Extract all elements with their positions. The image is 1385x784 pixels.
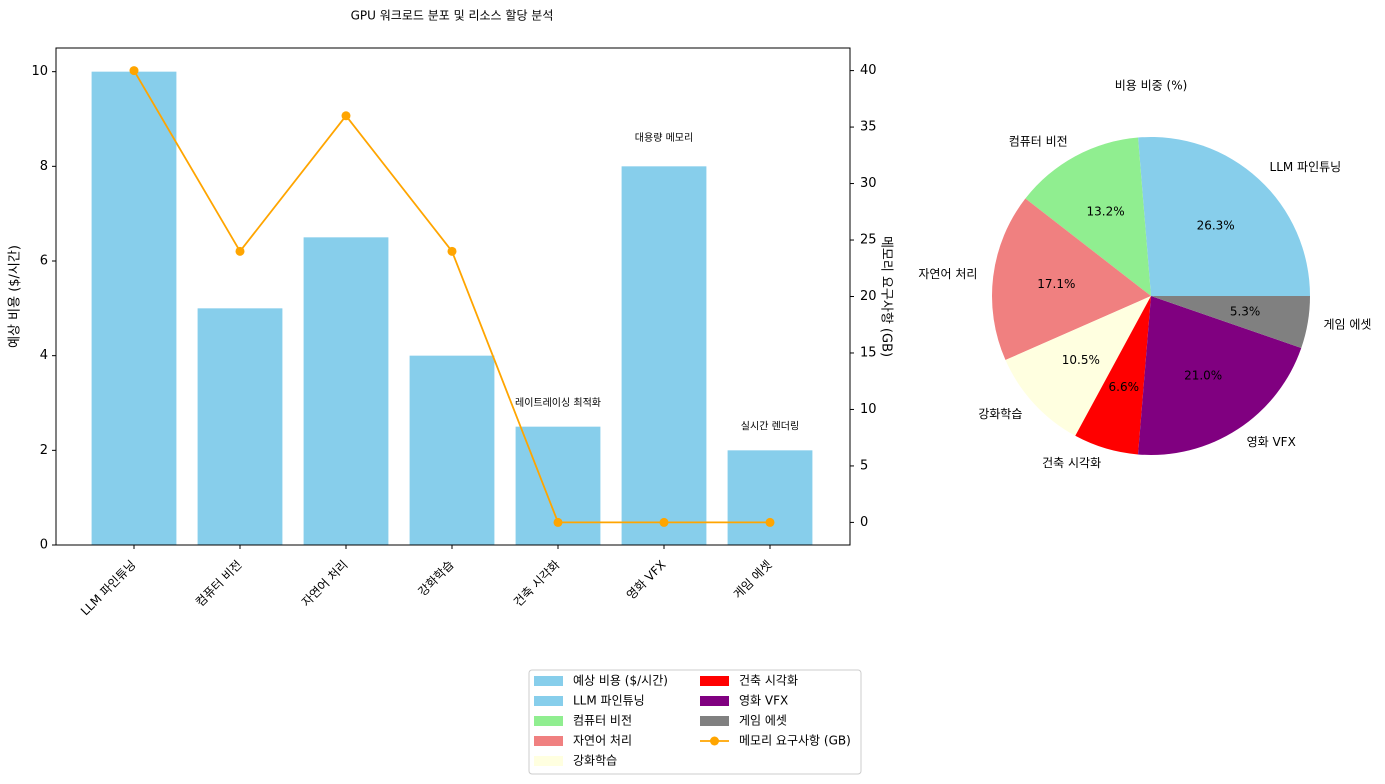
y2-tick-label: 35 [860, 120, 877, 135]
pie-wedge [992, 198, 1151, 361]
bar [727, 450, 813, 545]
y2-axis-label: 메모리 요구사항 (GB) [879, 236, 894, 357]
legend-swatch [534, 696, 563, 706]
bar [91, 71, 177, 546]
legend-swatch [534, 676, 563, 686]
line-marker [765, 517, 775, 527]
y2-tick-label: 30 [860, 176, 877, 191]
y2-tick-label: 15 [860, 345, 877, 360]
line-marker [553, 517, 563, 527]
legend-swatch [700, 696, 729, 706]
pie-value-label: 17.1% [1037, 277, 1075, 291]
legend-label: 컴퓨터 비전 [573, 714, 632, 728]
chart-title: GPU 워크로드 분포 및 리소스 할당 분석 [351, 9, 554, 23]
line-marker [447, 246, 457, 256]
y-tick-label: 4 [40, 348, 48, 363]
bar [409, 355, 495, 545]
x-tick-label: 건축 시각화 [511, 558, 563, 610]
x-tick-label: LLM 파인튜닝 [78, 558, 139, 619]
pie-label: 영화 VFX [1247, 435, 1296, 449]
pie-wedge [1138, 296, 1302, 455]
line-marker [235, 246, 245, 256]
y2-tick-label: 40 [860, 63, 877, 78]
legend-frame [528, 669, 862, 775]
y2-tick-label: 20 [860, 289, 877, 304]
pie-wedge [1075, 296, 1151, 455]
legend-label: LLM 파인튜닝 [573, 694, 645, 708]
legend-swatch [534, 736, 563, 746]
x-tick-label: 강화학습 [415, 558, 456, 599]
pie-label: 게임 에셋 [1323, 317, 1371, 331]
legend-label: 강화학습 [573, 754, 617, 768]
annotation: 레이트레이싱 최적화 [515, 397, 601, 409]
pie-wedge [1025, 137, 1151, 296]
y-tick-label: 6 [40, 254, 48, 269]
pie-value-label: 6.6% [1109, 380, 1140, 394]
line-marker [659, 517, 669, 527]
legend-label: 메모리 요구사항 (GB) [739, 734, 851, 748]
pie-label: 자연어 처리 [918, 267, 977, 281]
legend-label: 영화 VFX [739, 694, 788, 708]
pie-wedge [1138, 137, 1310, 296]
y-axis-label: 예상 비용 ($/시간) [8, 245, 23, 348]
legend-swatch [534, 716, 563, 726]
pie-label: 컴퓨터 비전 [1009, 135, 1068, 149]
line-marker [129, 66, 139, 76]
y2-tick-label: 25 [860, 233, 877, 248]
pie-value-label: 5.3% [1230, 304, 1261, 318]
annotation: 대용량 메모리 [635, 132, 693, 144]
legend-swatch [534, 756, 563, 766]
pie-wedge [1005, 296, 1151, 436]
pie-value-label: 21.0% [1184, 368, 1222, 382]
pie-value-label: 13.2% [1087, 205, 1125, 219]
x-tick-label: 자연어 처리 [299, 558, 351, 610]
line-marker [341, 111, 351, 121]
pie-wedge [1151, 296, 1310, 348]
legend-marker [710, 736, 719, 746]
legend-swatch [700, 716, 729, 726]
annotation: 실시간 렌더링 [741, 421, 799, 433]
legend-label: 게임 에셋 [739, 714, 787, 728]
legend-label: 예상 비용 ($/시간) [573, 674, 668, 688]
pie-value-label: 26.3% [1197, 218, 1235, 232]
y-tick-label: 0 [40, 538, 48, 553]
y2-tick-label: 10 [860, 402, 877, 417]
bar [303, 237, 389, 546]
y2-tick-label: 0 [860, 515, 868, 530]
pie-label: 강화학습 [978, 407, 1022, 421]
bar [621, 166, 707, 546]
bar [197, 308, 283, 545]
axes-frame [55, 47, 851, 546]
y-tick-label: 2 [40, 443, 48, 458]
x-tick-label: 게임 에셋 [731, 558, 775, 602]
y-tick-label: 10 [31, 64, 48, 79]
pie-value-label: 10.5% [1062, 353, 1100, 367]
x-tick-label: 컴퓨터 비전 [193, 558, 245, 610]
pie-title: 비용 비중 (%) [1115, 79, 1188, 93]
pie-label: LLM 파인튜닝 [1270, 160, 1342, 174]
pie-label: 건축 시각화 [1042, 456, 1101, 470]
legend-swatch [700, 676, 729, 686]
y2-tick-label: 5 [860, 458, 868, 473]
legend-label: 자연어 처리 [573, 734, 632, 748]
y-tick-label: 8 [40, 159, 48, 174]
x-tick-label: 영화 VFX [624, 558, 669, 603]
legend-label: 건축 시각화 [739, 674, 798, 688]
